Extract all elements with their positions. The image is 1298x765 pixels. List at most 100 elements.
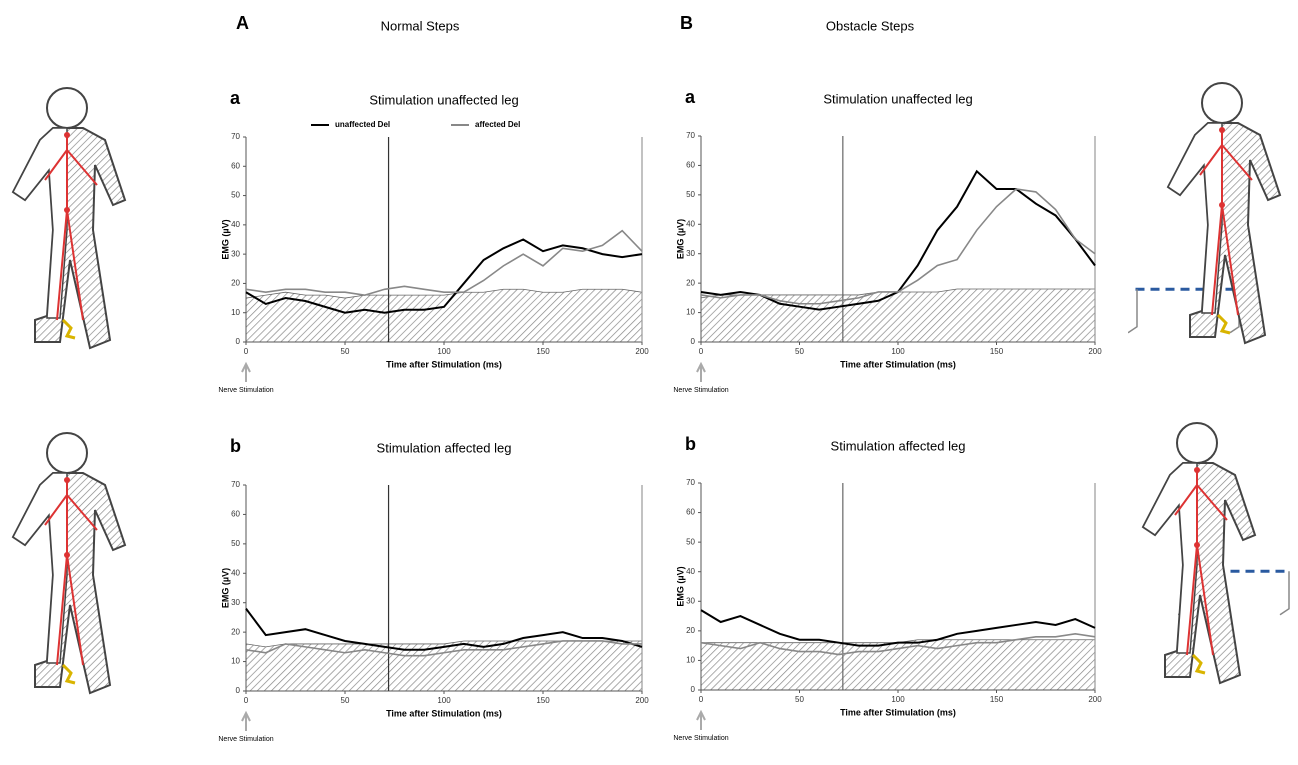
annotation: Nerve Stimulation: [218, 736, 273, 743]
background-area: [245, 640, 643, 692]
panel-letter: a: [685, 87, 696, 107]
y-axis-label: EMG (µV): [675, 566, 685, 606]
annotation: Nerve Stimulation: [218, 387, 273, 394]
legend-label: unaffected Del: [335, 120, 390, 129]
panel-letter: b: [685, 434, 696, 454]
x-tick-label: 50: [795, 695, 804, 704]
y-tick-label: 0: [236, 686, 241, 695]
y-tick-label: 10: [686, 656, 695, 665]
x-axis-label: Time after Stimulation (ms): [840, 359, 956, 369]
annotation: Nerve Stimulation: [673, 735, 728, 742]
y-tick-label: 30: [231, 249, 240, 258]
series-line: [700, 188, 1096, 305]
x-tick-label: 50: [341, 347, 350, 356]
y-tick-label: 0: [691, 685, 696, 694]
y-tick-label: 10: [231, 308, 240, 317]
series-line: [245, 229, 643, 296]
y-tick-label: 20: [686, 278, 695, 287]
illustrations: [11, 81, 1293, 695]
y-tick-label: 70: [686, 131, 695, 140]
x-tick-label: 0: [699, 695, 704, 704]
stimulation-arrow: [241, 710, 251, 731]
y-tick-label: 50: [231, 191, 240, 200]
stimulation-arrow: [241, 361, 251, 382]
column-title: Normal Steps: [381, 18, 460, 33]
x-tick-label: 50: [795, 347, 804, 356]
y-tick-label: 70: [231, 132, 240, 141]
panel-letter: b: [230, 436, 241, 456]
y-tick-label: 20: [231, 279, 240, 288]
x-tick-label: 100: [891, 695, 905, 704]
x-tick-label: 150: [990, 695, 1004, 704]
y-tick-label: 20: [231, 627, 240, 636]
chart: a Stimulation unaffected leg 0 10 20 30 40 50 60…: [218, 88, 649, 394]
chart-title: Stimulation affected leg: [377, 440, 512, 455]
background-area: [700, 639, 1096, 691]
column-title: Obstacle Steps: [826, 18, 915, 33]
y-tick-label: 60: [686, 508, 695, 517]
y-tick-label: 30: [231, 598, 240, 607]
x-tick-label: 100: [891, 347, 905, 356]
series-line: [245, 608, 643, 651]
x-tick-label: 150: [536, 347, 550, 356]
y-axis-label: EMG (µV): [220, 219, 230, 259]
x-axis-label: Time after Stimulation (ms): [840, 707, 956, 717]
x-tick-label: 150: [990, 347, 1004, 356]
background-area: [245, 288, 643, 343]
chart-title: Stimulation unaffected leg: [823, 91, 972, 106]
x-tick-label: 0: [244, 696, 249, 705]
figure-illustration: [11, 86, 127, 350]
chart: b Stimulation affected leg 0 10 20 30 40 50 60 70…: [673, 434, 1102, 742]
y-tick-label: 70: [231, 480, 240, 489]
y-tick-label: 50: [686, 190, 695, 199]
stimulation-arrow: [696, 709, 706, 730]
x-tick-label: 200: [635, 696, 649, 705]
y-axis-label: EMG (µV): [220, 568, 230, 608]
y-tick-label: 60: [686, 161, 695, 170]
background-area: [700, 288, 1096, 343]
x-tick-label: 150: [536, 696, 550, 705]
x-tick-label: 100: [437, 696, 451, 705]
figure-illustration: [11, 431, 127, 695]
x-tick-label: 0: [699, 347, 704, 356]
figure-illustration: [1166, 81, 1282, 345]
y-tick-label: 40: [686, 219, 695, 228]
y-tick-label: 50: [686, 537, 695, 546]
legend-label: affected Del: [475, 120, 520, 129]
series-line: [700, 609, 1096, 647]
chart: a Stimulation unaffected leg 0 10 20 30 40 50 60…: [673, 87, 1102, 394]
x-tick-label: 200: [635, 347, 649, 356]
y-tick-label: 30: [686, 249, 695, 258]
y-tick-label: 10: [686, 308, 695, 317]
stimulation-arrow: [696, 361, 706, 382]
chart-title: Stimulation affected leg: [831, 438, 966, 453]
y-tick-label: 0: [236, 337, 241, 346]
column-letter: A: [236, 13, 249, 33]
y-tick-label: 10: [231, 657, 240, 666]
column-letter: B: [680, 13, 693, 33]
series-line: [245, 640, 642, 657]
x-axis-label: Time after Stimulation (ms): [386, 708, 502, 718]
x-axis-label: Time after Stimulation (ms): [386, 359, 502, 369]
y-tick-label: 40: [231, 220, 240, 229]
y-tick-label: 20: [686, 626, 695, 635]
y-axis-label: EMG (µV): [675, 219, 685, 259]
chart: b Stimulation affected leg 0 10 20 30 40 50 60 70…: [218, 436, 649, 743]
x-tick-label: 200: [1088, 695, 1102, 704]
y-tick-label: 60: [231, 161, 240, 170]
y-tick-label: 30: [686, 596, 695, 605]
y-tick-label: 60: [231, 510, 240, 519]
x-tick-label: 50: [341, 696, 350, 705]
x-tick-label: 200: [1088, 347, 1102, 356]
series-line: [700, 633, 1096, 656]
y-tick-label: 0: [691, 337, 696, 346]
x-tick-label: 0: [244, 347, 249, 356]
series-line: [245, 238, 643, 314]
chart-title: Stimulation unaffected leg: [369, 92, 518, 107]
y-tick-label: 40: [686, 567, 695, 576]
annotation: Nerve Stimulation: [673, 387, 728, 394]
figure-illustration: [1141, 421, 1257, 685]
y-tick-label: 40: [231, 568, 240, 577]
x-tick-label: 100: [437, 347, 451, 356]
